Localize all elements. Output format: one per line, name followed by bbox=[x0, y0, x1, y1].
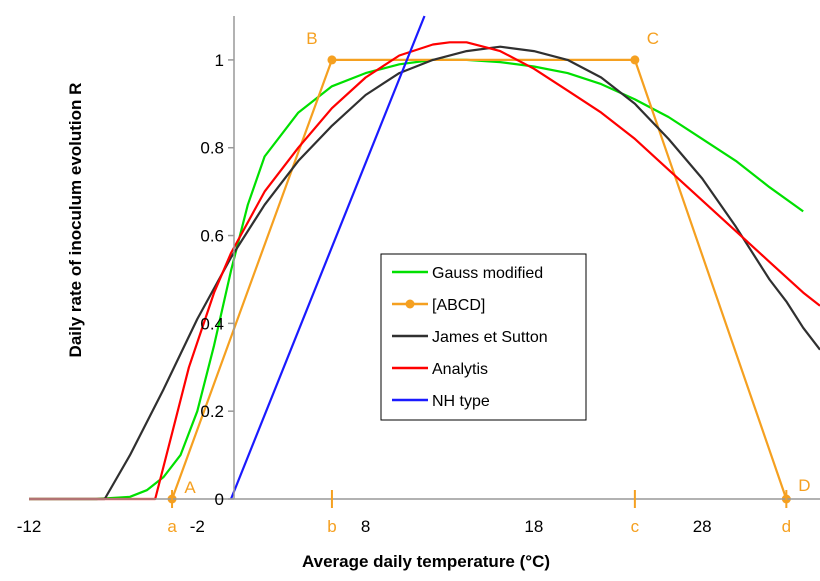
axes bbox=[29, 16, 820, 508]
legend-label: [ABCD] bbox=[432, 297, 485, 314]
x-axis-title: Average daily temperature (°C) bbox=[302, 552, 550, 571]
y-tick-label: 0.8 bbox=[200, 139, 224, 158]
x-tick-label: 18 bbox=[524, 517, 543, 536]
point-label: B bbox=[306, 29, 317, 48]
legend-label: NH type bbox=[432, 393, 490, 410]
legend: Gauss modified [ABCD] James et Sutton Analy… bbox=[380, 253, 587, 421]
series-lines bbox=[29, 15, 820, 501]
axis-labels: 0 0.2 0.4 0.6 0.8 1 -12 -2 8 18 28 a b c d A B C D bbox=[17, 29, 811, 536]
series-marker bbox=[630, 55, 640, 65]
threshold-tick-label: c bbox=[631, 517, 640, 536]
legend-label: Analytis bbox=[432, 361, 488, 378]
x-tick-label: -2 bbox=[190, 517, 205, 536]
series-line bbox=[229, 15, 426, 500]
legend-label: James et Sutton bbox=[432, 329, 548, 346]
threshold-tick-label: b bbox=[327, 517, 336, 536]
x-tick-label: 28 bbox=[693, 517, 712, 536]
point-label: C bbox=[647, 29, 659, 48]
series-line bbox=[29, 41, 820, 501]
x-tick-label: 8 bbox=[361, 517, 370, 536]
y-axis-title: Daily rate of inoculum evolution R bbox=[66, 83, 85, 358]
y-tick-label: 0.6 bbox=[200, 227, 224, 246]
threshold-tick-label: d bbox=[782, 517, 791, 536]
point-label: A bbox=[184, 478, 196, 497]
x-tick-label: -12 bbox=[17, 517, 42, 536]
series-marker bbox=[327, 55, 337, 65]
legend-marker bbox=[405, 299, 415, 309]
series-line bbox=[29, 45, 820, 501]
y-tick-label: 0.2 bbox=[200, 402, 224, 421]
y-tick-label: 0.4 bbox=[200, 314, 224, 333]
legend-label: Gauss modified bbox=[432, 265, 543, 282]
series-line bbox=[29, 58, 804, 501]
threshold-tick-label: a bbox=[167, 517, 177, 536]
series-line bbox=[171, 58, 788, 500]
y-tick-label: 0 bbox=[215, 490, 224, 509]
y-tick-label: 1 bbox=[215, 51, 224, 70]
point-label: D bbox=[798, 476, 810, 495]
